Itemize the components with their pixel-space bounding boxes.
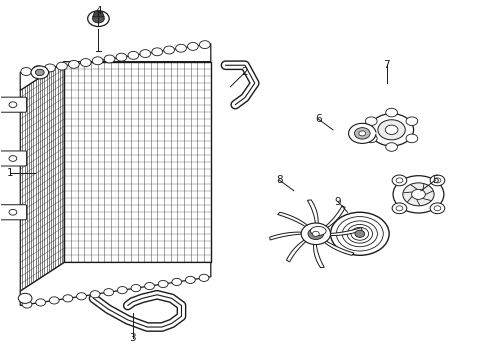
- Circle shape: [351, 227, 368, 240]
- Circle shape: [403, 183, 434, 206]
- Circle shape: [406, 134, 418, 143]
- Polygon shape: [323, 240, 354, 255]
- Circle shape: [158, 280, 168, 288]
- Circle shape: [301, 223, 331, 244]
- Circle shape: [355, 230, 365, 237]
- Circle shape: [104, 289, 114, 296]
- Circle shape: [313, 231, 319, 236]
- Circle shape: [412, 189, 425, 199]
- Polygon shape: [278, 212, 309, 228]
- FancyBboxPatch shape: [0, 205, 26, 220]
- Circle shape: [369, 114, 414, 146]
- Circle shape: [45, 64, 55, 72]
- Circle shape: [359, 131, 366, 136]
- Polygon shape: [324, 206, 345, 229]
- Ellipse shape: [311, 226, 326, 235]
- Circle shape: [104, 55, 115, 63]
- Circle shape: [116, 53, 127, 61]
- Circle shape: [354, 128, 370, 139]
- Circle shape: [366, 117, 377, 126]
- Circle shape: [347, 225, 372, 243]
- Polygon shape: [328, 228, 362, 235]
- Circle shape: [9, 210, 17, 215]
- Circle shape: [131, 284, 141, 292]
- Circle shape: [434, 206, 441, 211]
- Circle shape: [80, 59, 91, 67]
- Circle shape: [69, 60, 79, 68]
- Circle shape: [392, 203, 407, 214]
- Circle shape: [392, 175, 407, 186]
- Text: 1: 1: [7, 168, 14, 178]
- Circle shape: [118, 287, 127, 294]
- Circle shape: [308, 228, 324, 239]
- Circle shape: [31, 66, 49, 79]
- Circle shape: [9, 156, 17, 161]
- Circle shape: [35, 69, 44, 76]
- Text: 9: 9: [335, 197, 341, 207]
- Polygon shape: [20, 62, 64, 291]
- Circle shape: [33, 66, 44, 74]
- Circle shape: [21, 68, 31, 76]
- Circle shape: [18, 293, 32, 303]
- Circle shape: [386, 143, 397, 151]
- Circle shape: [76, 293, 86, 300]
- Circle shape: [93, 14, 104, 23]
- Circle shape: [396, 178, 403, 183]
- Circle shape: [393, 176, 444, 213]
- Text: 2: 2: [242, 67, 248, 77]
- Circle shape: [140, 50, 150, 58]
- Circle shape: [175, 44, 186, 52]
- Circle shape: [49, 297, 59, 304]
- Circle shape: [164, 46, 174, 54]
- Text: 4: 4: [95, 6, 102, 17]
- Text: 7: 7: [383, 60, 390, 70]
- Text: 5: 5: [432, 175, 439, 185]
- Circle shape: [434, 178, 441, 183]
- Circle shape: [396, 206, 403, 211]
- Circle shape: [386, 108, 397, 117]
- Circle shape: [430, 175, 445, 186]
- Polygon shape: [20, 262, 211, 306]
- Circle shape: [186, 276, 196, 283]
- Circle shape: [36, 299, 46, 306]
- Circle shape: [9, 102, 17, 108]
- Circle shape: [199, 274, 209, 282]
- Text: 8: 8: [276, 175, 283, 185]
- Text: 6: 6: [315, 114, 321, 124]
- Circle shape: [188, 42, 198, 50]
- Circle shape: [199, 41, 210, 49]
- Circle shape: [88, 11, 109, 27]
- Polygon shape: [314, 243, 324, 268]
- Polygon shape: [307, 200, 318, 225]
- Circle shape: [336, 217, 383, 251]
- Circle shape: [92, 57, 103, 65]
- Circle shape: [366, 134, 377, 143]
- Circle shape: [90, 291, 100, 298]
- FancyBboxPatch shape: [0, 97, 26, 112]
- Polygon shape: [93, 12, 104, 17]
- Polygon shape: [20, 44, 211, 90]
- Polygon shape: [287, 239, 307, 262]
- Polygon shape: [64, 62, 211, 262]
- Circle shape: [430, 203, 445, 214]
- Text: 3: 3: [129, 333, 136, 343]
- Circle shape: [331, 212, 389, 255]
- Circle shape: [128, 51, 139, 59]
- FancyBboxPatch shape: [0, 151, 26, 166]
- Circle shape: [378, 120, 405, 140]
- Circle shape: [63, 295, 73, 302]
- Circle shape: [152, 48, 163, 56]
- Circle shape: [56, 62, 67, 70]
- Circle shape: [172, 278, 182, 285]
- Polygon shape: [270, 232, 304, 240]
- Circle shape: [406, 117, 418, 126]
- Circle shape: [22, 301, 32, 308]
- Circle shape: [385, 125, 398, 134]
- Circle shape: [348, 123, 376, 143]
- Circle shape: [145, 283, 154, 290]
- Circle shape: [342, 221, 377, 247]
